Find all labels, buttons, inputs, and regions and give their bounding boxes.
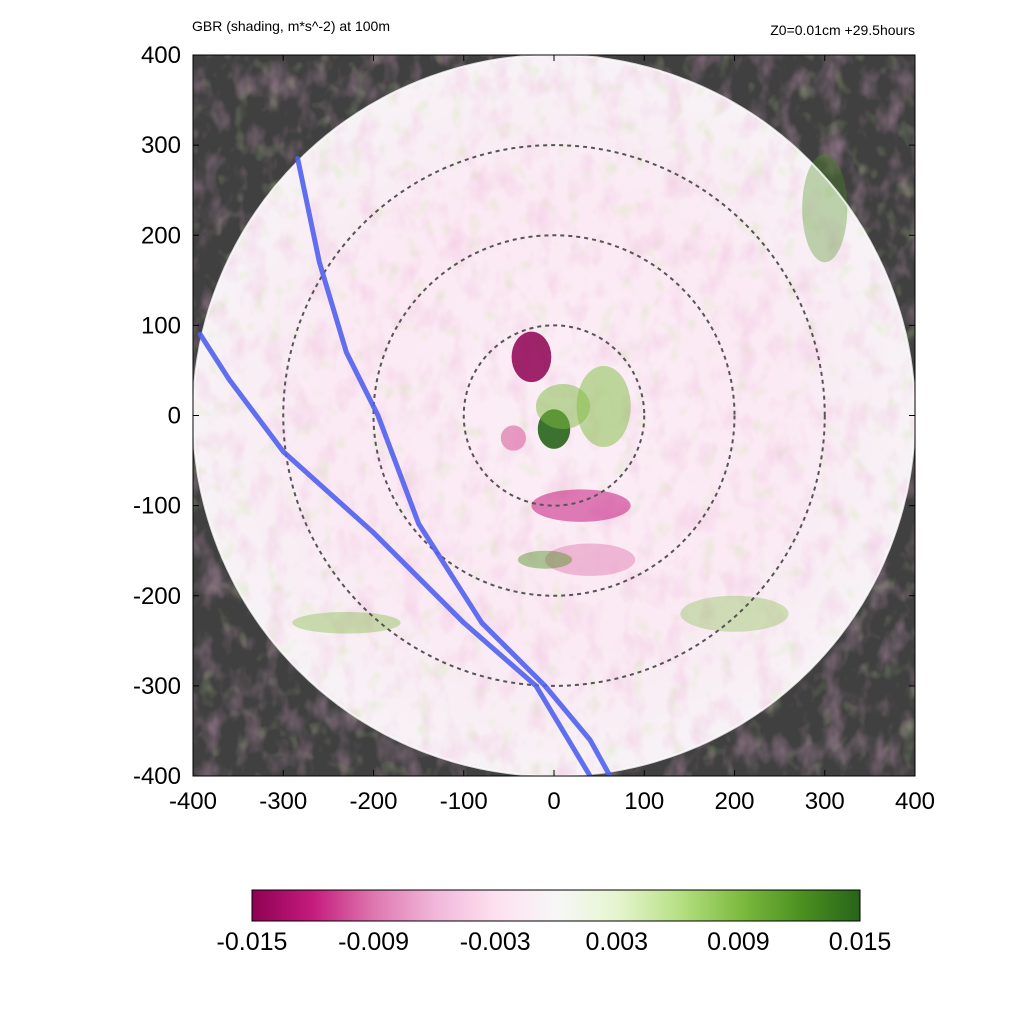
- y-tick-label: -200: [133, 583, 181, 610]
- x-tick-label: 200: [714, 788, 754, 815]
- band-magenta: [531, 489, 631, 522]
- track-line: [295, 156, 613, 776]
- y-tick-label: 200: [141, 222, 181, 249]
- y-tick-label: 400: [141, 42, 181, 69]
- band-green: [517, 550, 573, 569]
- range-ring: [372, 234, 736, 597]
- eyewall-green: [576, 365, 631, 448]
- y-tick-label: -300: [133, 673, 181, 700]
- x-tick-label: 300: [805, 788, 845, 815]
- y-tick-label: 0: [168, 403, 181, 430]
- core-green-halo: [535, 383, 591, 430]
- colorbar-tick-label: 0.009: [707, 928, 770, 956]
- range-ring: [462, 324, 646, 507]
- band-magenta-outer: [544, 543, 636, 576]
- outer-green-band-west: [292, 611, 401, 634]
- heatmap-field: [193, 55, 915, 776]
- x-tick-label: 400: [895, 788, 935, 815]
- x-tick-label: 100: [624, 788, 664, 815]
- y-tick-label: -400: [133, 763, 181, 790]
- x-tick-label: -200: [349, 788, 397, 815]
- y-tick-label: -100: [133, 493, 181, 520]
- chart-subtitle: Z0=0.01cm +29.5hours: [770, 22, 915, 38]
- outer-green-band: [680, 595, 789, 632]
- colorbar-tick-label: 0.015: [829, 928, 892, 956]
- core-magenta-small: [500, 425, 527, 451]
- colorbar: [251, 889, 861, 922]
- track-line: [197, 331, 593, 776]
- colorbar-tick-label: -0.009: [338, 928, 409, 956]
- x-tick-label: -300: [259, 788, 307, 815]
- outer-green-band-north: [802, 154, 848, 263]
- x-tick-label: 0: [547, 788, 560, 815]
- colorbar-tick-label: -0.015: [217, 928, 288, 956]
- x-tick-label: -400: [169, 788, 217, 815]
- chart-title: GBR (shading, m*s^-2) at 100m: [192, 18, 390, 34]
- range-ring: [282, 144, 826, 687]
- x-tick-label: -100: [440, 788, 488, 815]
- core-magenta-blob: [511, 331, 552, 383]
- colorbar-tick-label: -0.003: [460, 928, 531, 956]
- y-tick-label: 100: [141, 312, 181, 339]
- colorbar-tick-label: 0.003: [586, 928, 649, 956]
- y-tick-label: 300: [141, 132, 181, 159]
